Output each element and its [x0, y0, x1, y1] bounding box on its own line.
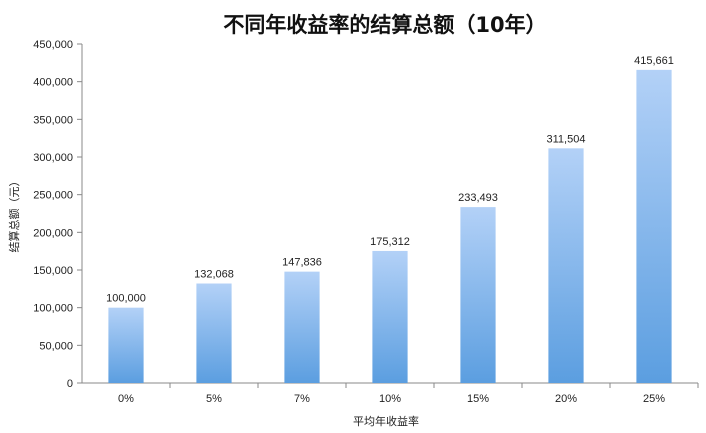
- data-label: 233,493: [458, 192, 498, 204]
- y-axis-label: 结算总额（元）: [7, 176, 21, 253]
- y-tick-label: 300,000: [33, 152, 73, 164]
- x-tick-label: 7%: [294, 393, 310, 405]
- data-label: 147,836: [282, 257, 322, 269]
- x-tick-label: 25%: [643, 393, 665, 405]
- bar: [284, 271, 320, 383]
- bar: [372, 250, 408, 383]
- y-tick-label: 100,000: [33, 303, 73, 315]
- y-tick-label: 350,000: [33, 114, 73, 126]
- x-tick-label: 15%: [467, 393, 489, 405]
- y-tick-label: 250,000: [33, 190, 73, 202]
- data-label: 415,661: [634, 55, 674, 67]
- x-axis-label: 平均年收益率: [353, 414, 419, 428]
- y-tick-label: 450,000: [33, 39, 73, 51]
- x-tick-label: 20%: [555, 393, 577, 405]
- bar: [108, 307, 144, 383]
- y-tick-label: 200,000: [33, 227, 73, 239]
- bar: [548, 148, 584, 383]
- x-axis: 0% 5% 7% 10% 15% 20% 25%: [82, 382, 699, 405]
- bars: 100,000 132,068 147,836 175,312 233,493 311,5…: [106, 55, 674, 383]
- x-tick-label: 0%: [118, 393, 134, 405]
- x-tick-label: 5%: [206, 393, 222, 405]
- bar: [460, 207, 496, 383]
- y-tick-label: 400,000: [33, 77, 73, 89]
- bar: [196, 283, 232, 383]
- y-tick-label: 50,000: [39, 340, 73, 352]
- y-tick-label: 150,000: [33, 265, 73, 277]
- data-label: 132,068: [194, 269, 234, 281]
- bar: [636, 69, 672, 383]
- data-label: 175,312: [370, 236, 410, 248]
- data-label: 311,504: [547, 133, 586, 145]
- data-label: 100,000: [106, 293, 146, 305]
- y-axis: 0 50,000 100,000 150,000 200,000 250,000 300,0…: [33, 39, 83, 390]
- x-tick-label: 10%: [379, 393, 401, 405]
- chart-title: 不同年收益率的结算总额（10年）: [223, 13, 546, 37]
- y-tick-label: 0: [67, 378, 73, 390]
